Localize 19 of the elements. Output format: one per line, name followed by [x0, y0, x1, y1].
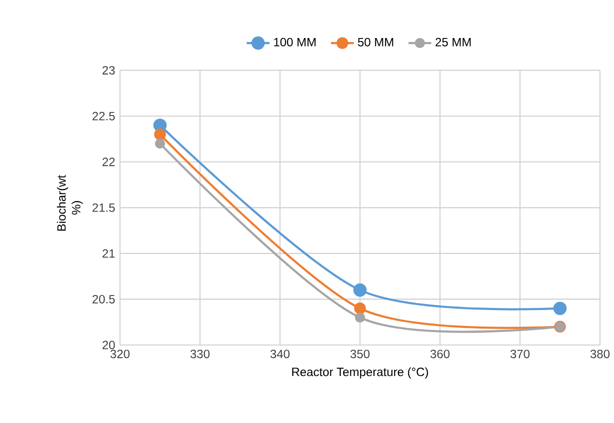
y-tick-label: 21 — [102, 249, 115, 258]
y-tick-label: 23 — [102, 66, 115, 75]
x-tick-label: 380 — [590, 350, 610, 358]
x-axis-title: Reactor Temperature (°C) — [292, 367, 428, 379]
x-tick-label: 360 — [430, 350, 450, 358]
y-axis-title: Biochar(wt %) — [56, 175, 83, 231]
y-tick-label: 22.5 — [92, 112, 115, 120]
legend-label: 50 MM — [358, 38, 394, 46]
legend-label: 25 MM — [436, 38, 471, 46]
y-tick-label: 21.5 — [92, 203, 115, 212]
y-tick-label: 20.5 — [92, 294, 115, 304]
x-tick-label: 330 — [190, 350, 210, 358]
y-tick-label: 20 — [102, 340, 115, 350]
x-tick-label: 350 — [350, 350, 370, 358]
x-tick-label: 340 — [270, 350, 290, 358]
x-tick-label: 320 — [110, 350, 130, 358]
y-tick-label: 22 — [102, 158, 115, 166]
legend-label: 100 MM — [274, 38, 316, 46]
x-tick-label: 370 — [510, 350, 530, 358]
